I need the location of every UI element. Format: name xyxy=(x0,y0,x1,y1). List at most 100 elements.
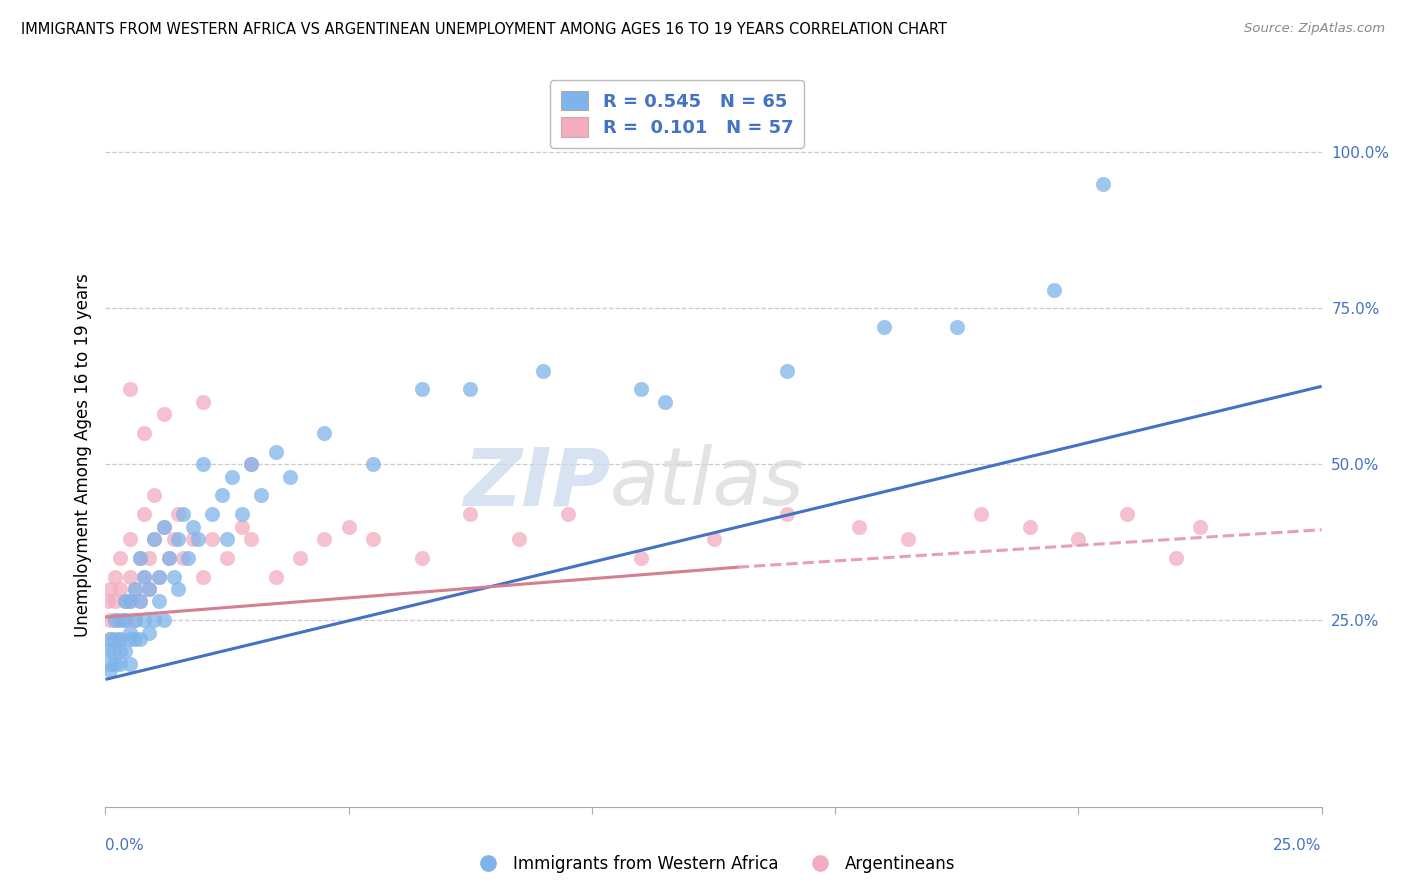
Point xyxy=(531,364,554,378)
Point xyxy=(104,613,127,627)
Point xyxy=(118,594,141,608)
Point xyxy=(128,594,150,608)
Point xyxy=(177,550,200,565)
Point xyxy=(231,519,253,533)
Point xyxy=(361,532,384,546)
Point xyxy=(108,657,131,671)
Point xyxy=(148,569,170,583)
Point xyxy=(314,426,336,441)
Point xyxy=(118,632,141,646)
Y-axis label: Unemployment Among Ages 16 to 19 years: Unemployment Among Ages 16 to 19 years xyxy=(73,273,91,637)
Point xyxy=(134,569,156,583)
Point xyxy=(848,519,870,533)
Point xyxy=(1164,550,1187,565)
Point xyxy=(361,457,384,471)
Point xyxy=(153,519,176,533)
Point xyxy=(138,582,160,596)
Point xyxy=(411,383,433,397)
Point xyxy=(217,532,239,546)
Point xyxy=(278,469,301,483)
Point xyxy=(98,613,121,627)
Point xyxy=(181,532,204,546)
Point xyxy=(118,625,141,640)
Point xyxy=(157,550,180,565)
Point xyxy=(143,488,166,502)
Point xyxy=(167,582,190,596)
Point xyxy=(128,594,150,608)
Point xyxy=(191,395,214,409)
Point xyxy=(138,582,160,596)
Point xyxy=(114,613,136,627)
Point xyxy=(458,507,481,521)
Point xyxy=(172,507,194,521)
Point xyxy=(187,532,209,546)
Point xyxy=(134,426,156,441)
Point xyxy=(153,613,176,627)
Point xyxy=(128,550,150,565)
Point xyxy=(702,532,725,546)
Point xyxy=(124,632,146,646)
Point xyxy=(118,532,141,546)
Point xyxy=(1189,519,1212,533)
Legend: Immigrants from Western Africa, Argentineans: Immigrants from Western Africa, Argentin… xyxy=(465,848,962,880)
Text: Source: ZipAtlas.com: Source: ZipAtlas.com xyxy=(1244,22,1385,36)
Text: 0.0%: 0.0% xyxy=(105,838,145,853)
Point xyxy=(873,320,896,334)
Point xyxy=(118,569,141,583)
Point xyxy=(148,594,170,608)
Point xyxy=(124,582,146,596)
Point xyxy=(1091,177,1114,191)
Point xyxy=(108,550,131,565)
Point xyxy=(1018,519,1040,533)
Point xyxy=(630,550,652,565)
Point xyxy=(134,507,156,521)
Point xyxy=(128,632,150,646)
Point xyxy=(124,613,146,627)
Point xyxy=(157,550,180,565)
Point xyxy=(114,644,136,658)
Point xyxy=(143,532,166,546)
Point xyxy=(411,550,433,565)
Point xyxy=(221,469,243,483)
Point xyxy=(104,594,127,608)
Point xyxy=(557,507,579,521)
Point xyxy=(231,507,253,521)
Point xyxy=(108,582,131,596)
Point xyxy=(138,625,160,640)
Point xyxy=(104,632,127,646)
Text: atlas: atlas xyxy=(610,444,804,522)
Point xyxy=(217,550,239,565)
Point xyxy=(775,364,797,378)
Point xyxy=(114,594,136,608)
Point xyxy=(143,532,166,546)
Point xyxy=(97,644,120,658)
Point xyxy=(108,613,131,627)
Point xyxy=(630,383,652,397)
Text: 25.0%: 25.0% xyxy=(1274,838,1322,853)
Point xyxy=(775,507,797,521)
Point xyxy=(97,594,120,608)
Text: IMMIGRANTS FROM WESTERN AFRICA VS ARGENTINEAN UNEMPLOYMENT AMONG AGES 16 TO 19 Y: IMMIGRANTS FROM WESTERN AFRICA VS ARGENT… xyxy=(21,22,948,37)
Point xyxy=(104,613,127,627)
Point xyxy=(98,632,121,646)
Point xyxy=(128,550,150,565)
Point xyxy=(654,395,676,409)
Point xyxy=(104,657,127,671)
Point xyxy=(108,644,131,658)
Point xyxy=(264,445,287,459)
Point xyxy=(153,519,176,533)
Point xyxy=(114,594,136,608)
Point xyxy=(167,507,190,521)
Point xyxy=(264,569,287,583)
Point xyxy=(458,383,481,397)
Point xyxy=(191,457,214,471)
Point xyxy=(1043,283,1066,297)
Point xyxy=(1067,532,1090,546)
Point xyxy=(101,644,124,658)
Point xyxy=(288,550,311,565)
Point xyxy=(1116,507,1139,521)
Point xyxy=(98,663,121,677)
Point xyxy=(945,320,967,334)
Point xyxy=(118,594,141,608)
Point xyxy=(337,519,360,533)
